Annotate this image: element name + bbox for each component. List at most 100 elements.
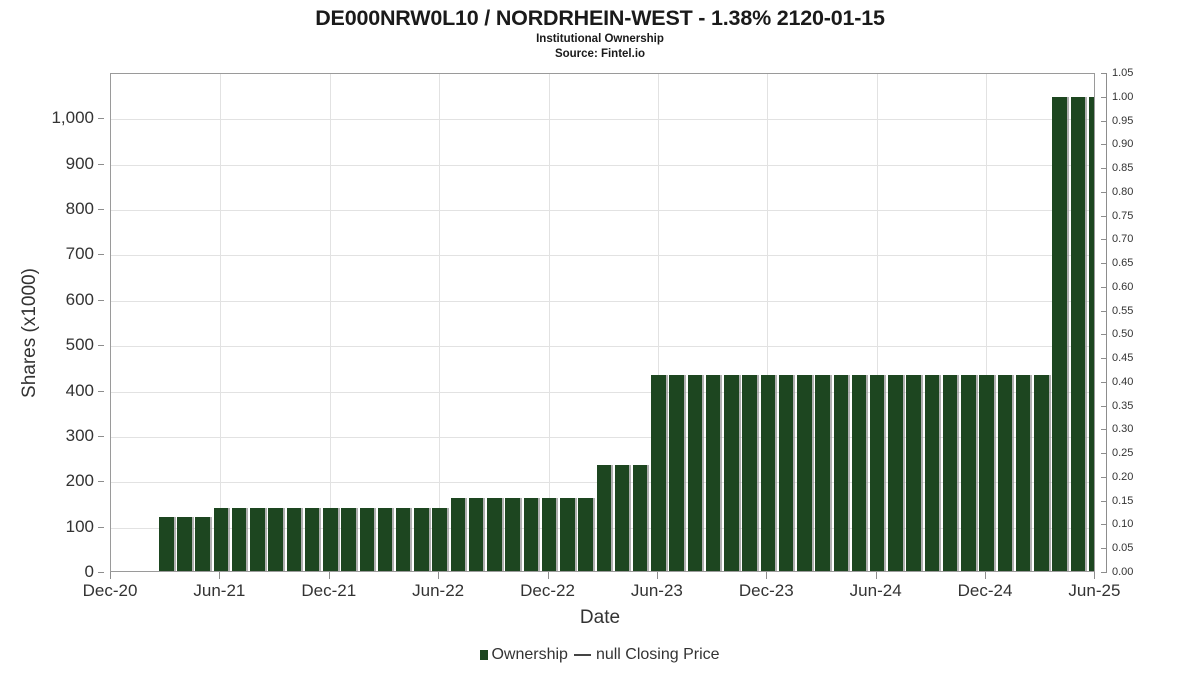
x-axis-tick-mark [438, 572, 440, 579]
chart-subtitle: Institutional Ownership [536, 33, 664, 45]
bar[interactable] [395, 508, 411, 571]
y-axis-left-tick-mark [98, 435, 104, 437]
bar[interactable] [1015, 374, 1031, 571]
bar[interactable] [961, 374, 976, 571]
legend-item[interactable]: null Closing Price [568, 646, 720, 664]
y-axis-left-tick-label: 1,000 [51, 108, 94, 128]
gridline-horizontal [111, 436, 1094, 438]
bar[interactable] [1052, 97, 1067, 571]
y-axis-right-tick-label: 0.05 [1112, 542, 1134, 555]
bar[interactable] [705, 374, 721, 571]
bar[interactable] [724, 374, 739, 571]
bar[interactable] [888, 374, 903, 571]
bar[interactable] [414, 508, 429, 571]
bar[interactable] [651, 374, 666, 571]
gridline-horizontal [111, 164, 1094, 166]
bar[interactable] [286, 508, 302, 571]
chart-source: Source: Fintel.io [554, 48, 646, 60]
bar[interactable] [979, 374, 994, 571]
bar[interactable] [815, 374, 830, 571]
bar[interactable] [250, 508, 265, 571]
y-axis-left-tick-label: 700 [65, 244, 94, 264]
y-axis-right-tick-label: 0.15 [1112, 494, 1134, 507]
bar[interactable] [578, 497, 593, 571]
bar[interactable] [869, 374, 885, 571]
bar[interactable] [468, 497, 484, 571]
x-axis-tick-mark [656, 572, 658, 579]
y-axis-right: 0.00 0.05 0.10 0.15 0.20 0.25 0.30 0.35 0.40 0.45… [1096, 67, 1200, 578]
y-axis-left-tick-mark [98, 118, 104, 120]
bar[interactable] [942, 374, 958, 571]
page-title: DE000NRW0L10 / NORDRHEIN-WEST - 1.38% 21… [315, 6, 885, 30]
y-axis-right-tick-label: 0.70 [1112, 233, 1134, 246]
bar[interactable] [304, 508, 320, 571]
bar[interactable] [177, 517, 192, 571]
y-axis-left-tick-mark [98, 209, 104, 211]
legend-label: Ownership [491, 646, 568, 663]
bar[interactable] [997, 374, 1013, 571]
x-axis-tick-label: Jun-22 [412, 581, 465, 600]
y-axis-left-tick-label: 200 [65, 471, 94, 491]
bar[interactable] [742, 374, 757, 571]
gridline-horizontal [111, 391, 1094, 393]
y-axis-right-tick-mark [1101, 168, 1107, 170]
bar[interactable] [760, 374, 776, 571]
y-axis-right-tick-label: 0.45 [1112, 352, 1134, 365]
bar[interactable] [341, 508, 356, 571]
y-axis-left-tick-mark [98, 299, 104, 301]
legend-item[interactable]: Ownership [480, 646, 568, 664]
bar[interactable] [833, 374, 848, 571]
y-axis-right-tick-mark [1101, 263, 1107, 265]
bar[interactable] [213, 508, 229, 571]
y-axis-left-tick-label: 0 [84, 562, 94, 581]
gridline-horizontal [111, 210, 1094, 212]
bar[interactable] [159, 517, 174, 571]
y-axis-left-tick-mark [98, 254, 104, 256]
bar[interactable] [669, 374, 684, 571]
bar[interactable] [359, 508, 375, 571]
bar[interactable] [851, 374, 867, 571]
bar[interactable] [614, 465, 630, 571]
y-axis-right-tick-mark [1101, 239, 1107, 241]
bar[interactable] [231, 508, 247, 571]
y-axis-left: 0 100 200 300 400 500 600 700 800 900 1,000 [0, 73, 104, 581]
x-axis-tick-mark [328, 572, 330, 579]
bar[interactable] [432, 508, 447, 571]
bar[interactable] [906, 374, 921, 571]
bar[interactable] [523, 497, 539, 571]
bar[interactable] [1088, 97, 1094, 571]
y-axis-left-tick-mark [98, 481, 104, 483]
y-axis-right-tick-label: 0.95 [1112, 114, 1134, 127]
gridline-vertical [329, 74, 331, 571]
bar[interactable] [687, 374, 703, 571]
x-axis-tick-mark [985, 572, 987, 579]
y-axis-right-tick-label: 1.00 [1112, 90, 1134, 103]
bar[interactable] [560, 497, 575, 571]
bar[interactable] [1034, 374, 1049, 571]
bar[interactable] [797, 374, 812, 571]
bar[interactable] [505, 497, 520, 571]
y-axis-right-tick-mark [1101, 476, 1107, 478]
bar[interactable] [195, 517, 210, 571]
bar[interactable] [487, 497, 502, 571]
y-axis-right-tick-label: 0.25 [1112, 447, 1134, 460]
bar[interactable] [632, 465, 648, 571]
bar[interactable] [778, 374, 794, 571]
gridline-vertical [767, 74, 769, 571]
x-axis-tick-label: Jun-23 [630, 581, 683, 600]
y-axis-right-tick-label: 0.10 [1112, 518, 1134, 531]
bar[interactable] [924, 374, 940, 571]
y-axis-left-tick-mark [98, 345, 104, 347]
x-axis-title: Date [579, 607, 621, 628]
bar[interactable] [377, 508, 393, 571]
bar[interactable] [596, 465, 612, 571]
bar[interactable] [268, 508, 283, 571]
y-axis-right-tick-label: 0.85 [1112, 162, 1134, 175]
bar[interactable] [450, 497, 466, 571]
y-axis-right-tick-mark [1101, 191, 1107, 193]
y-axis-right-tick-mark [1101, 96, 1107, 98]
bar[interactable] [1070, 97, 1085, 571]
bar[interactable] [541, 497, 557, 571]
bar[interactable] [323, 508, 338, 571]
